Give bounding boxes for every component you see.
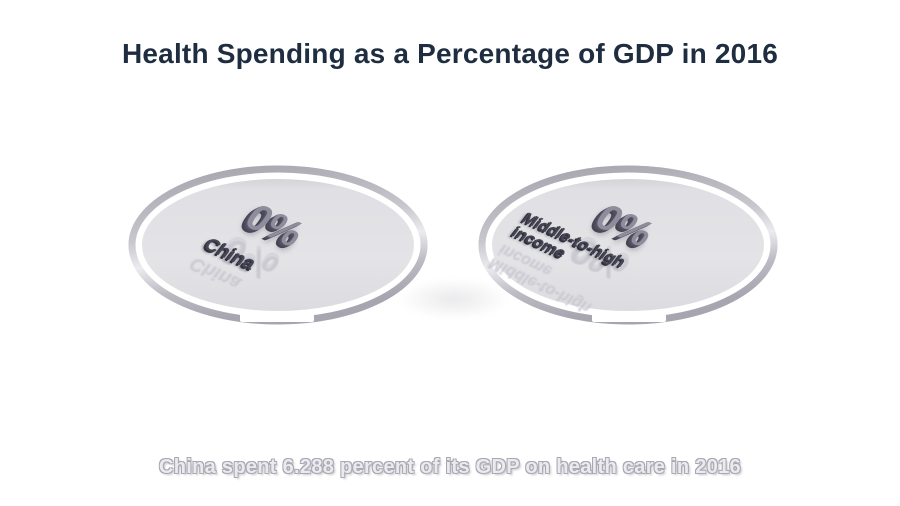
reflection-smudge	[398, 278, 510, 320]
caption-text: China spent 6.288 percent of its GDP on …	[159, 456, 741, 478]
gauge-middle-to-high-income: 0% Middle-to-high income 0% Middle-to-hi…	[478, 165, 778, 325]
chart-title: Health Spending as a Percentage of GDP i…	[121, 38, 778, 69]
gauge-ring-icon	[128, 165, 428, 325]
gauge-china: 0% China 0% China	[128, 165, 428, 325]
gauge-ring-icon	[478, 165, 778, 325]
